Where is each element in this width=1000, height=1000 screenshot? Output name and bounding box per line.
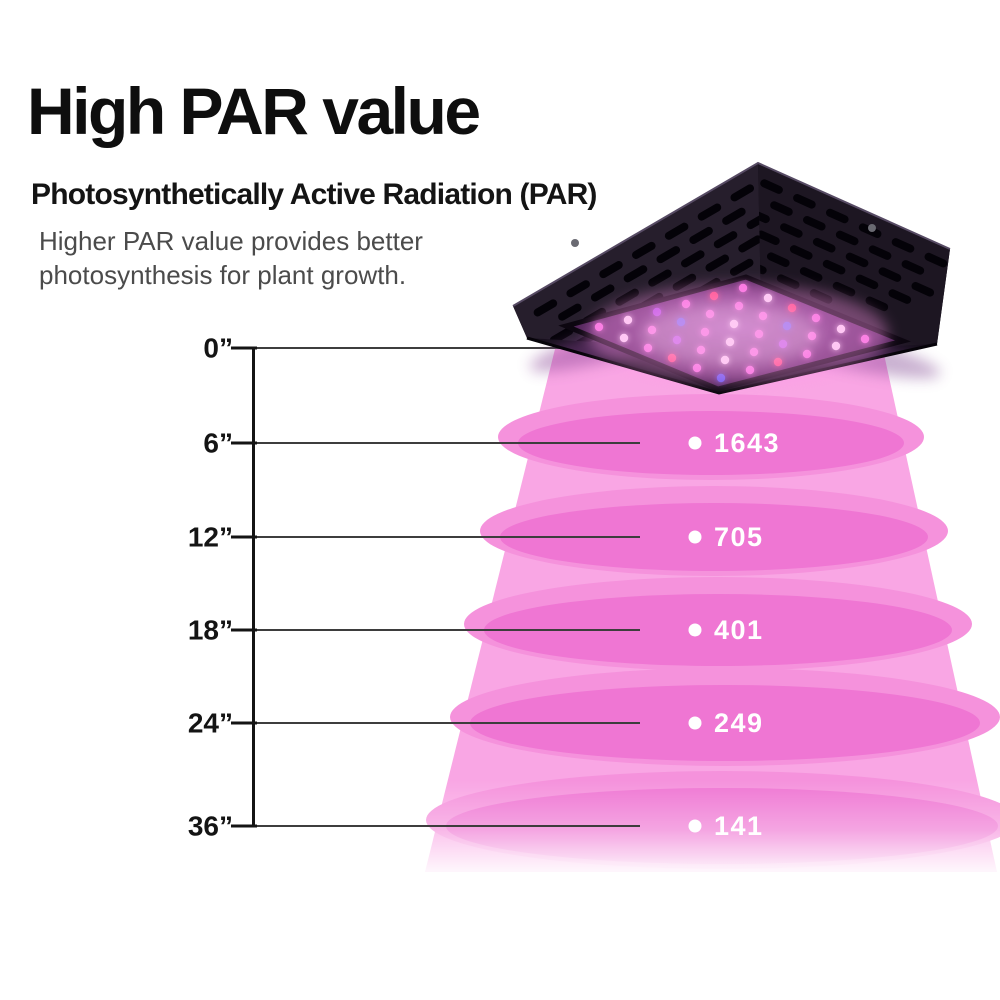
- value-dot: [688, 530, 702, 544]
- distance-label: 18”: [188, 615, 233, 646]
- page-title: High PAR value: [27, 74, 481, 148]
- par-values: 1643 705 401 249 141: [688, 428, 780, 841]
- value-dot: [688, 623, 702, 637]
- light-spot: [518, 411, 904, 475]
- axis-tick: [231, 824, 257, 828]
- light-spot: [500, 503, 928, 571]
- distance-scale: 0” 6” 12” 18” 24” 36”: [188, 333, 640, 842]
- grow-light-image: [512, 161, 951, 395]
- axis-tick: [231, 346, 257, 350]
- distance-label: 0”: [203, 333, 233, 364]
- axis-tick: [231, 535, 257, 539]
- distance-line: [254, 347, 640, 349]
- distance-label: 36”: [188, 811, 233, 842]
- par-value: 401: [714, 615, 764, 645]
- distance-label: 6”: [203, 428, 233, 459]
- description-line-1: Higher PAR value provides better: [39, 226, 423, 256]
- panel-glow: [640, 303, 820, 367]
- lamp-top-edge-highlight: [512, 161, 951, 307]
- screw: [868, 224, 876, 232]
- distance-line: [254, 536, 640, 538]
- axis-tick: [231, 721, 257, 725]
- beam-fade: [380, 780, 1000, 892]
- subtitle: Photosynthetically Active Radiation (PAR…: [31, 178, 597, 211]
- par-value: 249: [714, 708, 764, 738]
- description: Higher PAR value provides better photosy…: [39, 224, 423, 292]
- screw: [571, 239, 579, 247]
- description-line-2: photosynthesis for plant growth.: [39, 260, 407, 290]
- par-value: 1643: [714, 428, 780, 458]
- light-spot: [484, 594, 952, 666]
- distance-label: 24”: [188, 708, 233, 739]
- distance-line: [254, 722, 640, 724]
- distance-axis: [252, 348, 255, 826]
- par-value: 141: [714, 811, 764, 841]
- distance-label: 12”: [188, 522, 233, 553]
- distance-line: [254, 629, 640, 631]
- light-spot: [470, 685, 980, 761]
- axis-tick: [231, 628, 257, 632]
- par-value: 705: [714, 522, 764, 552]
- distance-line: [254, 825, 640, 827]
- value-dot: [688, 436, 702, 450]
- value-dot: [688, 716, 702, 730]
- axis-tick: [231, 441, 257, 445]
- distance-line: [254, 442, 640, 444]
- value-dot: [688, 819, 702, 833]
